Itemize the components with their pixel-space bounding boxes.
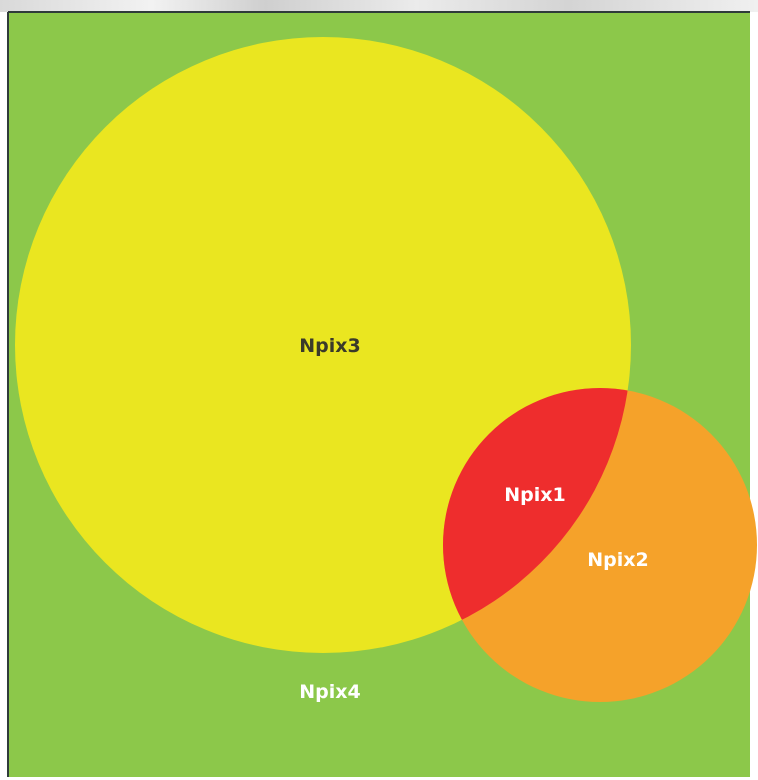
top-border-strip [0,0,758,12]
intersection-label: Npix1 [504,484,566,506]
outside-label: Npix4 [299,681,361,703]
large-circle-label: Npix3 [299,335,361,357]
small-circle-label: Npix2 [587,549,649,571]
